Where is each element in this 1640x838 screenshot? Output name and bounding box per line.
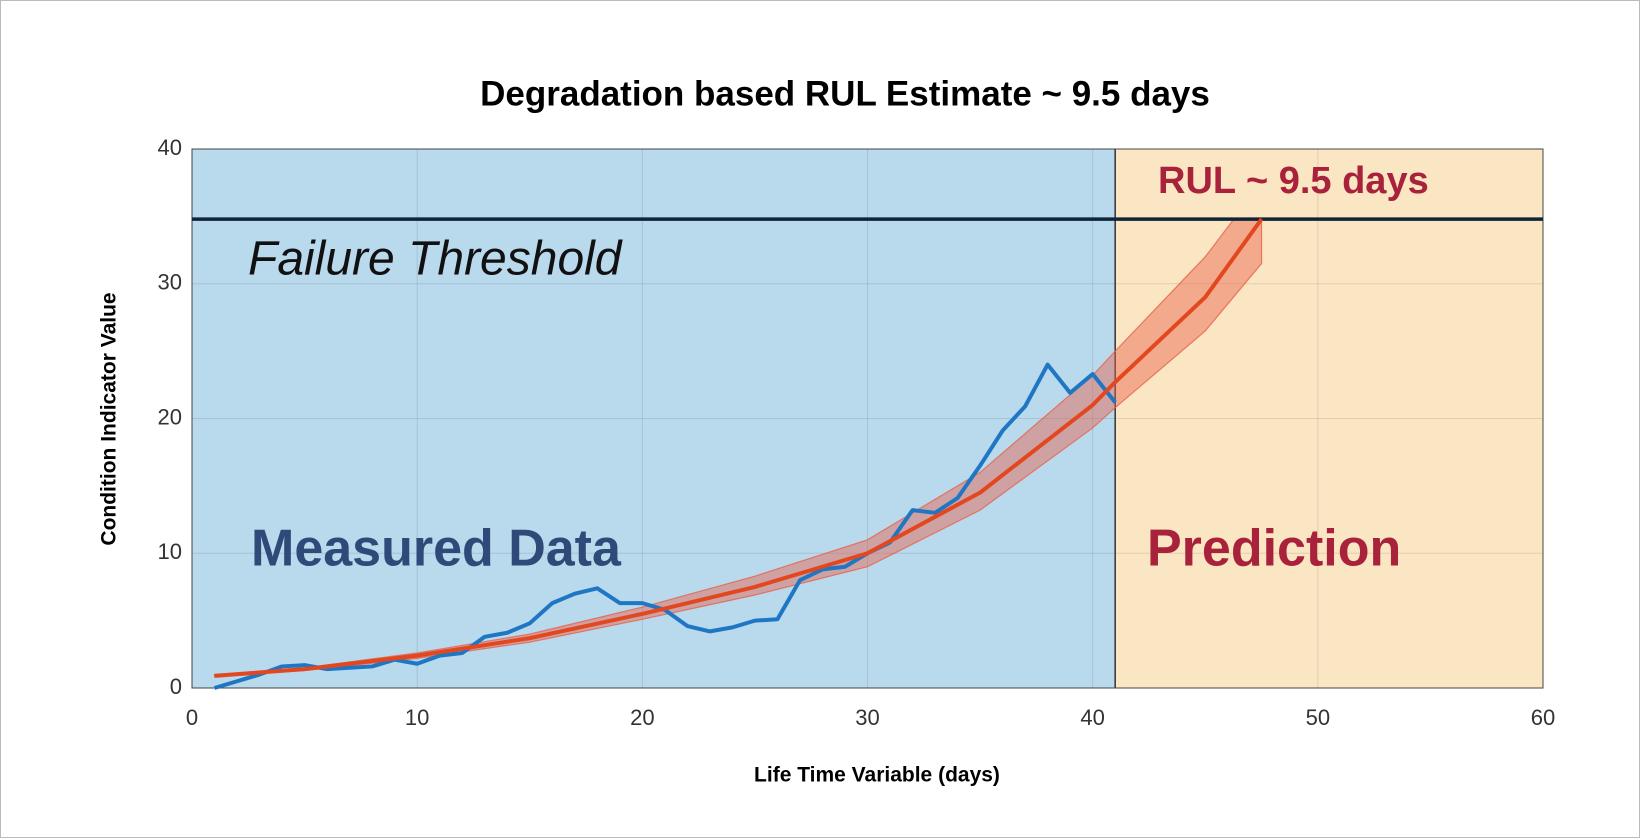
x-tick-label: 60	[1531, 705, 1555, 730]
x-tick-label: 30	[855, 705, 879, 730]
region	[1115, 149, 1543, 688]
x-tick-label: 10	[405, 705, 429, 730]
y-tick-label: 10	[158, 539, 182, 564]
y-tick-label: 30	[158, 270, 182, 295]
annotation: RUL ~ 9.5 days	[1158, 160, 1429, 202]
y-axis-label: Condition Indicator Value	[98, 292, 121, 545]
y-tick-label: 20	[158, 404, 182, 429]
x-tick-label: 40	[1080, 705, 1104, 730]
plot-area: 0 10 20 30 40 50 60 0 10 20 30 40	[158, 135, 1556, 730]
x-axis-label: Life Time Variable (days)	[754, 764, 1000, 787]
y-tick-label: 0	[170, 674, 182, 699]
region-label: Prediction	[1147, 520, 1401, 578]
series-line	[214, 217, 1264, 678]
region-label: Measured Data	[251, 520, 622, 578]
plot-border	[191, 148, 1544, 689]
x-tick-label: 0	[186, 705, 198, 730]
x-tick-label: 20	[630, 705, 654, 730]
threshold-label: Failure Threshold	[248, 233, 623, 286]
y-tick-label: 40	[158, 135, 182, 160]
region	[192, 149, 1116, 688]
confidence-band	[213, 219, 1263, 678]
x-tick-label: 50	[1306, 705, 1330, 730]
chart-title: Degradation based RUL Estimate ~ 9.5 day…	[480, 74, 1210, 113]
